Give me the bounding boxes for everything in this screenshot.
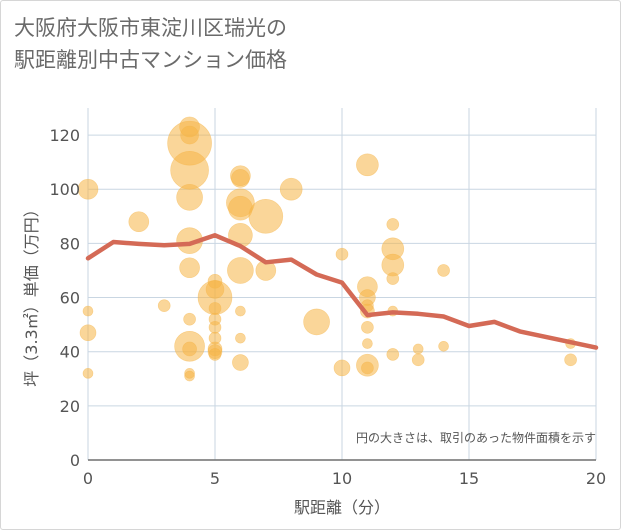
bubble-point [208,321,222,334]
bubble-point [235,305,246,317]
y-tick-label: 60 [60,289,80,308]
y-tick-label: 40 [60,343,80,362]
x-tick-label: 20 [586,469,606,488]
bubble-point [179,257,200,279]
bubble-point [176,184,203,211]
bubble-point [356,153,379,177]
y-tick-label: 100 [49,180,80,199]
bubble-point [82,305,94,317]
y-tick-label: 0 [70,451,80,470]
bubble-point [412,343,424,355]
y-tick-label: 20 [60,397,80,416]
bubble-point [157,299,171,312]
x-tick-label: 0 [83,469,93,488]
bubble-point [362,338,373,349]
bubble-point [361,321,374,334]
bubble-point [438,340,449,352]
bubble-point [208,302,222,315]
y-tick-label: 120 [49,126,80,145]
bubble-point [437,264,450,277]
chart-title: 大阪府大阪市東淀川区瑞光の 駅距離別中古マンション価格 [14,12,514,76]
bubble-size-note: 円の大きさは、取引のあった物件面積を示す [356,430,596,445]
x-tick-labels: 0 5 10 15 20 [83,469,606,488]
bubble-point [231,169,250,188]
x-axis-title: 駅距離（分） [294,498,390,517]
average-trend-line [85,233,599,350]
bubble-point [170,150,209,190]
bubble-point [333,359,351,377]
bubble-point [303,308,330,336]
bubble-point [361,361,374,375]
bubble-point [184,370,195,382]
y-tick-labels: 0 20 40 60 80 100 120 [49,126,80,470]
bubble-point [235,332,246,344]
chart-title-line2: 駅距離別中古マンション価格 [14,48,287,72]
bubble-point [386,272,400,285]
bubble-point [386,218,400,231]
bubble-point [77,178,99,200]
bubble-point [411,353,425,367]
x-tick-label: 15 [459,469,479,488]
bubble-point [208,348,222,361]
x-tick-label: 5 [210,469,220,488]
bubble-point [564,353,577,367]
chart-title-line1: 大阪府大阪市東淀川区瑞光の [14,16,287,40]
bubble-point [182,341,197,357]
x-tick-label: 10 [332,469,352,488]
bubble-point [248,199,284,234]
y-axis-title: 坪（3.3㎡）単価（万円） [22,201,41,386]
bubble-point [279,177,303,201]
bubble-point [386,348,400,361]
y-tick-label: 80 [60,234,80,253]
bubbles [77,116,577,382]
bubble-point [227,257,254,284]
bubble-point [335,247,349,261]
bubble-point [128,211,150,233]
bubble-point [79,324,97,342]
bubble-point [183,312,196,326]
bubble-point [82,368,94,379]
bubble-point [232,354,249,371]
trend-line-group [85,233,599,350]
